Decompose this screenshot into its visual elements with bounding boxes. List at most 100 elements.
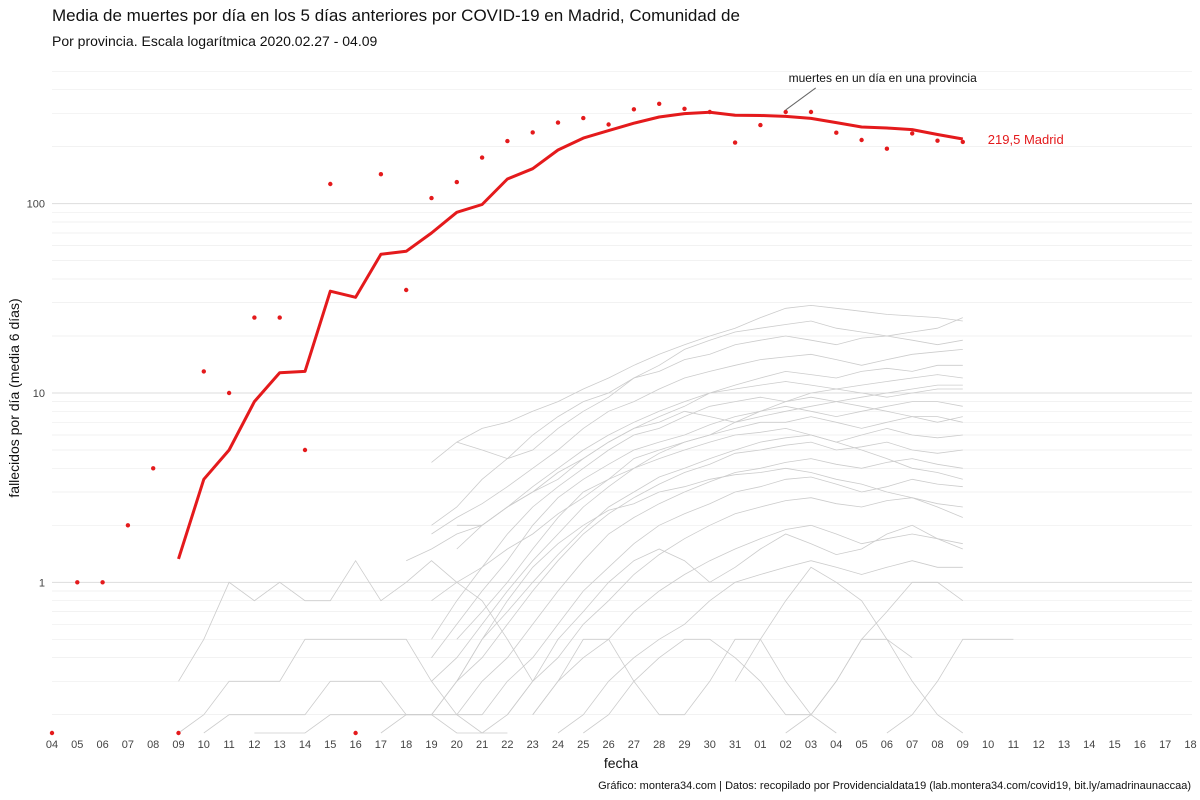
x-tick-label: 13 — [1058, 739, 1070, 751]
x-tick-label: 07 — [122, 739, 134, 751]
madrid-daily-point — [758, 122, 763, 128]
madrid-daily-point — [834, 130, 839, 135]
madrid-daily-point — [378, 172, 384, 177]
province-line — [481, 524, 963, 734]
annotation-label: muertes en un día en una provincia — [789, 71, 977, 85]
madrid-daily-point — [479, 155, 485, 160]
province-line — [431, 388, 963, 640]
madrid-daily-point — [429, 195, 434, 201]
province-line — [178, 638, 483, 734]
madrid-daily-point — [555, 120, 561, 125]
province-line — [456, 441, 963, 682]
province-line — [583, 581, 964, 734]
x-tick-label: 16 — [1134, 739, 1146, 751]
x-tick-label: 09 — [957, 739, 969, 751]
x-tick-label: 08 — [931, 739, 943, 751]
grid — [52, 70, 1192, 716]
madrid-line — [177, 110, 964, 560]
highlight-points — [49, 101, 965, 736]
x-tick-label: 22 — [501, 739, 513, 751]
x-tick-label: 29 — [678, 739, 690, 751]
madrid-daily-point — [125, 523, 131, 528]
province-line — [557, 560, 963, 734]
province-line — [431, 427, 963, 682]
madrid-daily-point — [226, 390, 232, 396]
x-tick-label: 28 — [653, 739, 665, 751]
x-tick-label: 27 — [628, 739, 640, 751]
y-tick-labels: 1 10 100 — [27, 199, 45, 590]
x-tick-label: 10 — [982, 739, 994, 751]
madrid-daily-point — [707, 109, 712, 115]
annotation-group: muertes en un día en una provincia — [785, 71, 977, 111]
x-axis-label: fecha — [604, 755, 638, 771]
madrid-daily-point — [404, 287, 409, 293]
x-tick-label: 11 — [1008, 739, 1019, 751]
x-tick-label: 30 — [704, 739, 716, 751]
province-line — [431, 434, 963, 715]
madrid-daily-point — [581, 115, 586, 121]
madrid-daily-point — [606, 122, 611, 127]
madrid-daily-point — [252, 315, 257, 320]
x-tick-label: 14 — [1083, 739, 1095, 751]
y-tick-label: 10 — [33, 388, 45, 400]
madrid-daily-point — [201, 369, 206, 374]
x-tick-label: 05 — [71, 739, 83, 751]
province-line — [456, 317, 963, 460]
madrid-daily-point — [505, 138, 510, 144]
province-line — [431, 349, 963, 535]
y-tick-label: 1 — [39, 577, 45, 589]
x-tick-label: 18 — [400, 739, 412, 751]
x-tick-label: 13 — [274, 739, 286, 751]
province-line — [203, 680, 483, 734]
madrid-daily-point — [884, 146, 890, 151]
x-tick-label: 26 — [602, 739, 614, 751]
province-line — [886, 638, 1014, 734]
madrid-daily-point — [910, 131, 915, 136]
madrid-daily-point — [530, 130, 535, 135]
x-tick-label: 14 — [299, 739, 311, 751]
chart-caption: Gráfico: montera34.com | Datos: recopila… — [598, 780, 1191, 792]
x-tick-label: 04 — [46, 739, 58, 751]
x-tick-label: 10 — [198, 739, 210, 751]
x-tick-labels: 04 05 06 07 08 09 10 11 12 13 14 15 16 17 18 19 20 21 22 23… — [46, 739, 1197, 751]
y-tick-label: 100 — [27, 199, 45, 211]
madrid-end-label: 219,5 Madrid — [988, 132, 1064, 147]
x-tick-label: 08 — [147, 739, 159, 751]
province-line — [532, 638, 837, 734]
province-line — [507, 497, 963, 715]
province-line — [456, 458, 963, 715]
madrid-daily-point — [100, 580, 105, 585]
madrid-daily-point — [682, 106, 687, 112]
madrid-daily-point — [75, 580, 80, 585]
province-line — [178, 559, 534, 682]
madrid-daily-point — [328, 181, 333, 187]
x-tick-label: 04 — [830, 739, 842, 751]
x-tick-label: 17 — [375, 739, 387, 751]
madrid-daily-point — [732, 140, 738, 145]
madrid-daily-point — [176, 730, 181, 736]
x-tick-label: 25 — [577, 739, 589, 751]
province-line — [380, 467, 963, 734]
x-tick-label: 24 — [552, 739, 564, 751]
madrid-daily-point — [960, 139, 965, 145]
madrid-daily-point — [808, 109, 814, 115]
x-tick-label: 12 — [1033, 739, 1045, 751]
madrid-daily-point — [151, 466, 156, 471]
madrid-daily-point — [631, 107, 637, 112]
madrid-daily-point — [353, 730, 358, 736]
x-tick-label: 15 — [324, 739, 336, 751]
province-line — [406, 374, 963, 562]
chart-subtitle: Por provincia. Escala logarítmica 2020.0… — [52, 33, 378, 49]
province-line — [481, 476, 963, 715]
x-tick-label: 31 — [729, 739, 741, 751]
chart-title: Media de muertes por día en los 5 días a… — [52, 6, 740, 25]
highlight-line-group: 219,5 Madrid — [177, 110, 1064, 560]
province-line — [431, 335, 963, 526]
province-line — [431, 304, 963, 463]
province-line — [254, 714, 508, 734]
madrid-daily-point — [302, 447, 308, 453]
province-line — [734, 566, 913, 682]
madrid-daily-point — [859, 137, 864, 143]
x-tick-label: 20 — [451, 739, 463, 751]
